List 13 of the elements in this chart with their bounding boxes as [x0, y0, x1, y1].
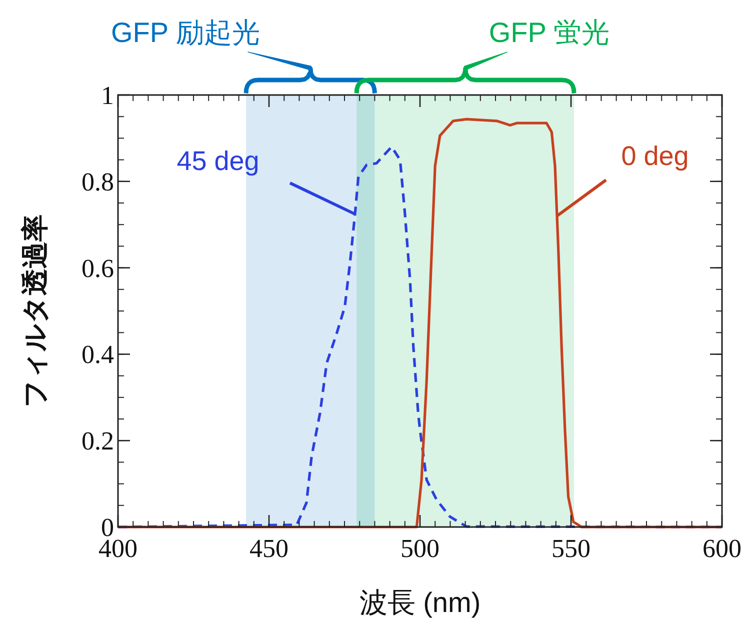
y-tick-label: 0.2 — [82, 426, 114, 456]
x-tick-label: 550 — [552, 534, 590, 563]
y-tick-label: 1 — [101, 81, 114, 110]
band-label: GFP 蛍光 — [488, 17, 610, 48]
y-tick-label: 0.8 — [82, 167, 114, 196]
x-tick-label: 500 — [400, 534, 440, 563]
band-label: GFP 励起光 — [110, 17, 260, 48]
y-tick-label: 0.4 — [82, 340, 114, 370]
x-tick-label: 600 — [702, 534, 742, 563]
y-tick-label: 0.6 — [82, 254, 114, 283]
y-axis-title: フィルタ透過率 — [20, 214, 50, 408]
x-axis-title: 波長 (nm) — [359, 587, 481, 618]
x-tick-label: 450 — [250, 534, 288, 563]
